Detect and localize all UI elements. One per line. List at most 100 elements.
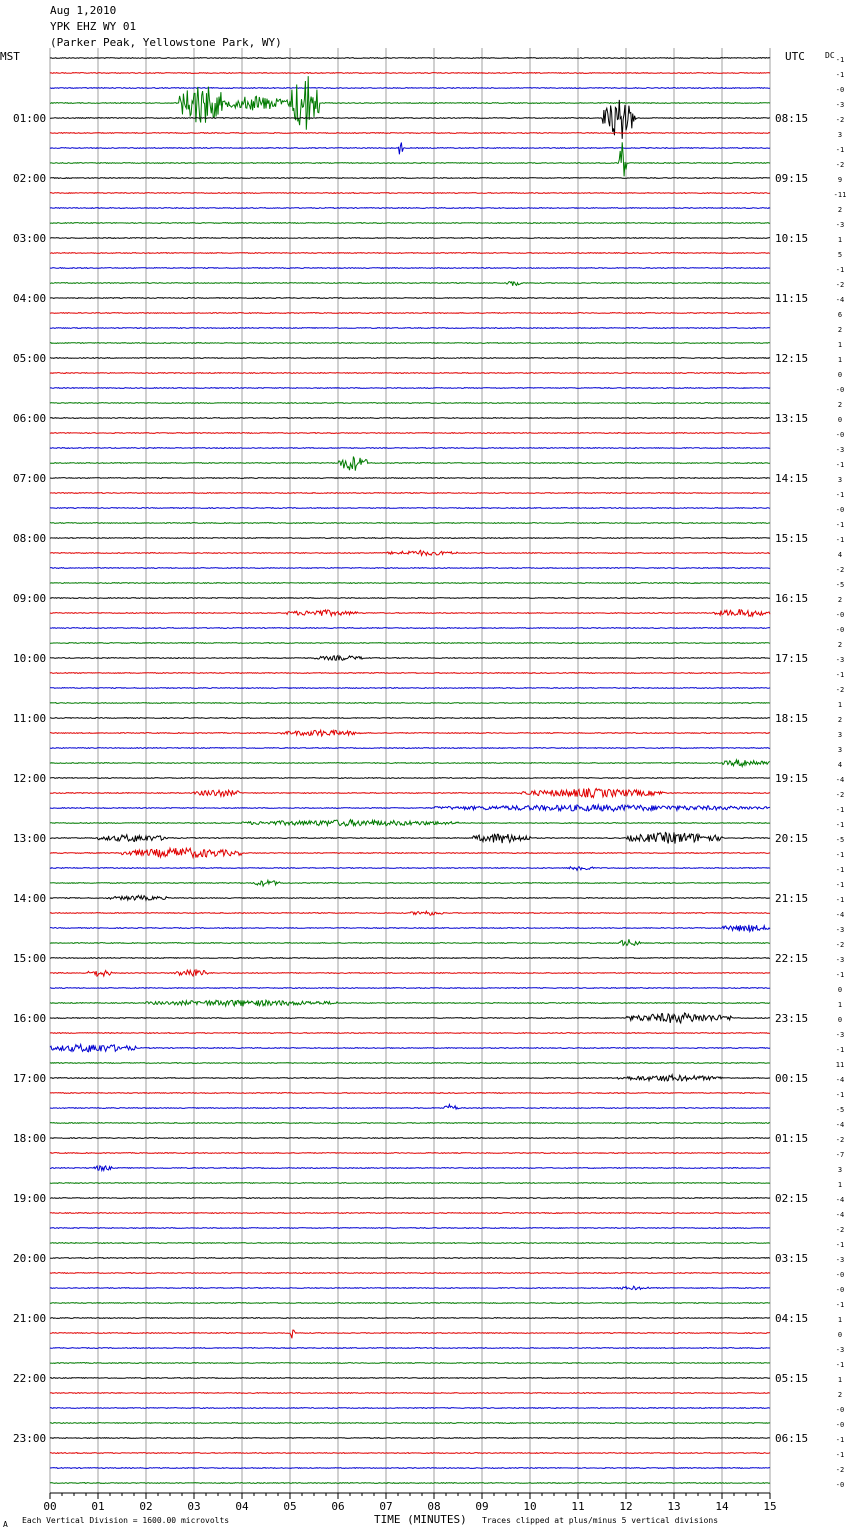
dc-offset-51: -1: [836, 821, 844, 829]
trace-77: [49, 1211, 771, 1215]
trace-78: [49, 1226, 771, 1230]
right-hour-label: 12:15: [775, 352, 808, 365]
dc-offset-34: -2: [836, 566, 844, 574]
dc-offset-53: -1: [836, 851, 844, 859]
dc-offset-55: -1: [836, 881, 844, 889]
dc-offset-61: -1: [836, 971, 844, 979]
trace-44: [49, 716, 771, 720]
dc-offset-35: -5: [836, 581, 844, 589]
right-hour-label: 08:15: [775, 112, 808, 125]
dc-offset-24: 0: [838, 416, 842, 424]
trace-70: [49, 1102, 770, 1111]
trace-31: [49, 521, 771, 525]
left-hour-label: 03:00: [13, 232, 46, 245]
trace-75: [49, 1181, 771, 1185]
dc-offset-48: -4: [836, 776, 844, 784]
dc-offset-72: -2: [836, 1136, 844, 1144]
right-hour-label: 18:15: [775, 712, 808, 725]
trace-43: [49, 701, 771, 705]
trace-94: [49, 1466, 771, 1470]
dc-offset-81: -0: [836, 1271, 844, 1279]
trace-13: [49, 251, 771, 255]
left-hour-label: 09:00: [13, 592, 46, 605]
trace-39: [50, 641, 771, 645]
trace-46: [49, 746, 771, 750]
dc-offset-21: 0: [838, 371, 842, 379]
left-hour-label: 14:00: [13, 892, 46, 905]
dc-offset-80: -3: [836, 1256, 844, 1264]
time-axis: 00 01 02 03 04 05 06 07 08 09 10 11 12 13 14 15: [43, 1492, 777, 1513]
right-hour-label: 02:15: [775, 1192, 808, 1205]
dc-offset-91: -0: [836, 1421, 844, 1429]
trace-87: [49, 1361, 771, 1365]
x-tick-label-01: 01: [91, 1500, 104, 1513]
trace-58: [50, 923, 771, 934]
trace-27: [49, 456, 770, 471]
dc-offset-40: -3: [836, 656, 844, 664]
dc-offset-56: -1: [836, 896, 844, 904]
dc-offset-28: 3: [838, 476, 842, 484]
left-hour-label: 16:00: [13, 1012, 46, 1025]
dc-offset-60: -3: [836, 956, 844, 964]
trace-71: [49, 1121, 771, 1125]
station-location: (Parker Peak, Yellowstone Park, WY): [50, 36, 282, 49]
right-hour-label: 01:15: [775, 1132, 808, 1145]
trace-52: [49, 831, 771, 844]
dc-offset-14: -1: [836, 266, 844, 274]
left-hour-label: 08:00: [13, 532, 46, 545]
left-hour-label: 23:00: [13, 1432, 46, 1445]
right-hour-label: 04:15: [775, 1312, 808, 1325]
dc-offset-18: 2: [838, 326, 842, 334]
trace-29: [49, 491, 771, 495]
x-tick-label-14: 14: [715, 1500, 729, 1513]
trace-21: [49, 371, 771, 375]
trace-group: -1-1-0-3-23-1-29-112-315-1-2-462110-020-…: [49, 56, 846, 1489]
dc-offset-70: -5: [836, 1106, 844, 1114]
x-tick-label-15: 15: [763, 1500, 776, 1513]
trace-90: [49, 1406, 770, 1410]
dc-offset-26: -3: [836, 446, 844, 454]
trace-30: [49, 506, 771, 510]
right-timezone-label: UTC: [785, 50, 805, 63]
trace-54: [49, 865, 771, 872]
corner-mark: A: [3, 1520, 8, 1529]
dc-offset-74: 3: [838, 1166, 842, 1174]
left-hour-label: 12:00: [13, 772, 46, 785]
left-hour-label: 22:00: [13, 1372, 46, 1385]
trace-81: [49, 1271, 771, 1275]
right-hour-label: 03:15: [775, 1252, 808, 1265]
left-hour-label: 10:00: [13, 652, 46, 665]
left-hour-label: 19:00: [13, 1192, 46, 1205]
dc-offset-84: 1: [838, 1316, 842, 1324]
trace-3: [50, 76, 771, 130]
x-tick-label-08: 08: [427, 1500, 440, 1513]
dc-offset-87: -1: [836, 1361, 844, 1369]
dc-offset-36: 2: [838, 596, 842, 604]
trace-68: [50, 1073, 771, 1083]
left-hour-label: 11:00: [13, 712, 46, 725]
trace-85: [49, 1329, 771, 1339]
right-hour-label: 21:15: [775, 892, 808, 905]
dc-offset-94: -2: [836, 1466, 844, 1474]
dc-offset-25: -0: [836, 431, 844, 439]
dc-offset-88: 1: [838, 1376, 842, 1384]
dc-offset-4: -2: [836, 116, 844, 124]
trace-4: [50, 99, 770, 139]
trace-8: [49, 176, 771, 180]
dc-offset-58: -3: [836, 926, 844, 934]
trace-82: [49, 1285, 771, 1291]
trace-60: [49, 956, 771, 960]
trace-42: [50, 686, 771, 690]
right-hour-label: 14:15: [775, 472, 808, 485]
left-hour-label: 15:00: [13, 952, 46, 965]
dc-offset-16: -4: [836, 296, 844, 304]
dc-offset-92: -1: [836, 1436, 844, 1444]
right-hour-label: 09:15: [775, 172, 808, 185]
left-hour-label: 07:00: [13, 472, 46, 485]
dc-offset-29: -1: [836, 491, 844, 499]
dc-offset-13: 5: [838, 251, 842, 259]
trace-11: [49, 221, 771, 225]
trace-53: [49, 846, 771, 860]
trace-38: [49, 626, 771, 630]
